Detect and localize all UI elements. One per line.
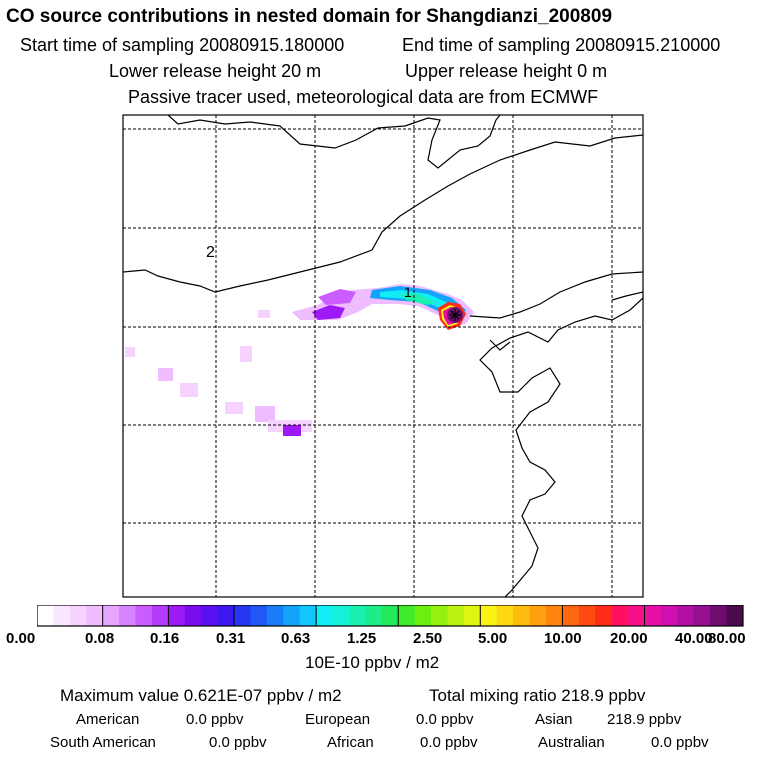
colorbar-swatch: [562, 605, 580, 626]
colorbar-tick-label: 10.00: [544, 630, 582, 647]
region-value-south-american: 0.0 ppbv: [209, 734, 267, 751]
colorbar-tick-label: 0.63: [281, 630, 311, 647]
region-name-american: American: [76, 711, 140, 728]
colorbar-swatch: [381, 605, 399, 626]
lat-lon-grid: [123, 115, 643, 597]
colorbar-swatch: [513, 605, 530, 626]
colorbar-swatch: [595, 605, 613, 626]
colorbar-tick-label: 80.00: [708, 630, 746, 647]
colorbar-swatch: [611, 605, 629, 626]
colorbar-swatch: [447, 605, 465, 626]
coastline-borders: [123, 115, 643, 597]
tracer-plume-main: [292, 284, 474, 330]
colorbar-swatch: [431, 605, 448, 626]
colorbar-swatch: [710, 605, 727, 626]
colorbar-swatch: [37, 605, 54, 626]
colorbar-swatch: [184, 605, 202, 626]
colorbar-swatch: [234, 605, 251, 626]
region-name-south-american: South American: [50, 734, 156, 751]
colorbar-swatch: [644, 605, 662, 626]
colorbar-swatch: [316, 605, 333, 626]
region-name-asian: Asian: [535, 711, 573, 728]
colorbar-swatch: [119, 605, 136, 626]
colorbar-swatch: [299, 605, 317, 626]
colorbar-tick-label: 2.50: [413, 630, 443, 647]
colorbar-tick-label: 0.08: [85, 630, 115, 647]
max-value: Maximum value 0.621E-07 ppbv / m2: [60, 686, 342, 705]
region-value-european: 0.0 ppbv: [416, 711, 474, 728]
region-value-american: 0.0 ppbv: [186, 711, 244, 728]
colorbar-swatch: [529, 605, 547, 626]
colorbar-swatch: [365, 605, 383, 626]
colorbar-tick-label: 0.31: [216, 630, 246, 647]
tracer-plume-west: [125, 310, 312, 436]
colorbar-swatch: [332, 605, 350, 626]
region-name-african: African: [327, 734, 374, 751]
colorbar-swatch: [348, 605, 366, 626]
colorbar-swatch: [480, 605, 498, 626]
colorbar-swatch: [578, 605, 596, 626]
region-name-australian: Australian: [538, 734, 605, 751]
colorbar: [37, 605, 744, 627]
colorbar-tick-label: 0.16: [150, 630, 180, 647]
colorbar-swatch: [726, 605, 744, 626]
sampling-end-time: End time of sampling 20080915.210000: [402, 35, 721, 55]
colorbar-swatch: [69, 605, 87, 626]
colorbar-swatch: [628, 605, 645, 626]
colorbar-tick-label: 5.00: [478, 630, 508, 647]
region-name-european: European: [305, 711, 371, 728]
colorbar-swatch: [102, 605, 120, 626]
colorbar-swatch: [398, 605, 416, 626]
region-value-african: 0.0 ppbv: [420, 734, 478, 751]
colorbar-swatch: [201, 605, 219, 626]
colorbar-swatch: [168, 605, 186, 626]
station-star-icon: [449, 309, 461, 321]
colorbar-tick-label: 1.25: [347, 630, 377, 647]
colorbar-swatch: [677, 605, 695, 626]
region-value-asian: 218.9 ppbv: [607, 711, 682, 728]
lower-release-height: Lower release height 20 m: [109, 61, 322, 81]
colorbar-swatch: [496, 605, 514, 626]
colorbar-swatch: [53, 605, 71, 626]
colorbar-swatch: [693, 605, 711, 626]
tracer-note: Passive tracer used, meteorological data…: [128, 87, 599, 107]
colorbar-swatch: [414, 605, 432, 626]
region-label-1: 1: [404, 284, 412, 300]
colorbar-swatch: [151, 605, 169, 626]
region-value-australian: 0.0 ppbv: [651, 734, 709, 751]
colorbar-swatch: [660, 605, 678, 626]
colorbar-swatch: [135, 605, 153, 626]
upper-release-height: Upper release height 0 m: [405, 61, 608, 81]
colorbar-swatch: [266, 605, 284, 626]
map-title: CO source contributions in nested domain…: [6, 6, 613, 27]
colorbar-tick-label: 40.00: [675, 630, 713, 647]
colorbar-swatch: [217, 605, 235, 626]
colorbar-swatch: [86, 605, 104, 626]
region-label-2: 2: [206, 244, 215, 261]
colorbar-units: 10E-10 ppbv / m2: [305, 653, 440, 672]
colorbar-swatch: [250, 605, 268, 626]
colorbar-tick-label: 0.00: [6, 630, 36, 647]
map-frame: [122, 114, 644, 598]
colorbar-swatch: [545, 605, 563, 626]
total-mixing-ratio: Total mixing ratio 218.9 ppbv: [429, 686, 646, 705]
colorbar-swatch: [463, 605, 481, 626]
sampling-start-time: Start time of sampling 20080915.180000: [20, 35, 345, 55]
colorbar-tick-label: 20.00: [610, 630, 648, 647]
colorbar-swatch: [283, 605, 301, 626]
